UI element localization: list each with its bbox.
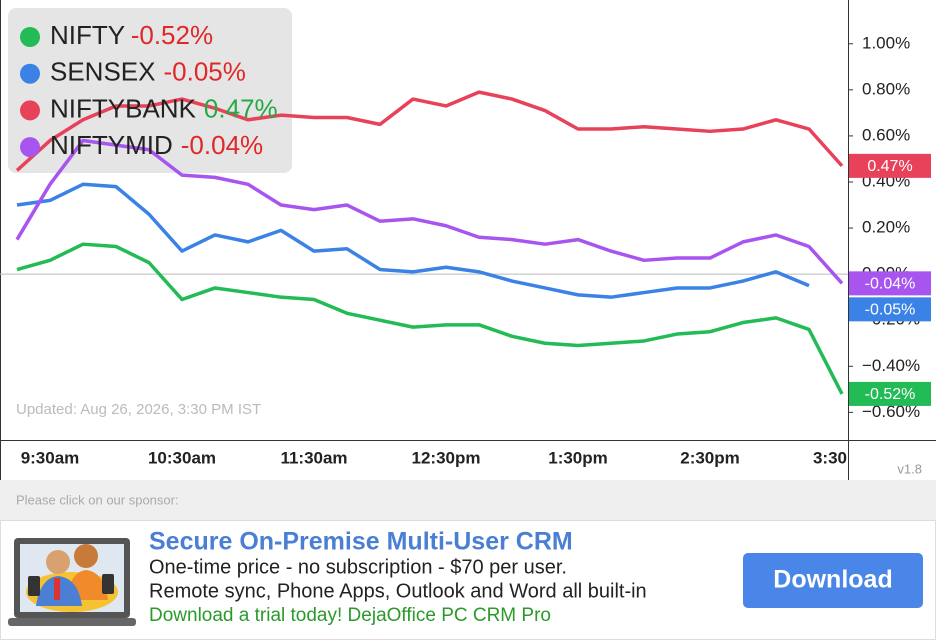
series-line [16, 242, 844, 395]
legend-dot [20, 137, 40, 158]
legend-dot [20, 63, 40, 84]
legend-entry: NIFTYMID -0.04% [50, 130, 263, 160]
legend-entry: SENSEX -0.05% [50, 57, 246, 87]
ad-title[interactable]: Secure On-Premise Multi-User CRM [149, 528, 573, 556]
end-tag-label: -0.04% [865, 276, 916, 293]
chart-bg [0, 0, 936, 480]
legend-name: SENSEX [50, 57, 156, 87]
updated: Updated: Aug 26, 2026, 3:30 PM IST [16, 401, 261, 418]
end-tag [849, 297, 931, 322]
series-line [16, 182, 810, 299]
download-button[interactable] [743, 553, 923, 608]
y-tick-label: −0.40% [862, 356, 920, 375]
sponsor-prompt: Please click on our sponsor: [16, 492, 179, 507]
x-tick-label: 3:30 [813, 448, 847, 467]
ad-line: One-time price - no subscription - $70 p… [149, 556, 567, 578]
legend-bg [8, 8, 292, 173]
y-tick-label: −0.60% [862, 402, 920, 421]
y-tick-label: 0.60% [862, 125, 910, 144]
legend-dot [20, 100, 40, 121]
legend-change: -0.04% [181, 130, 263, 160]
version: v1.8 [897, 461, 922, 476]
y-tick-label: 0.80% [862, 79, 910, 98]
ad-line: Remote sync, Phone Apps, Outlook and Wor… [149, 580, 647, 602]
legend-name: NIFTYBANK [50, 93, 197, 123]
legend-name: NIFTYMID [50, 130, 173, 160]
legend-change: -0.52% [131, 20, 213, 50]
legend-entry: NIFTY -0.52% [50, 20, 213, 50]
x-tick-label: 2:30pm [680, 448, 740, 467]
legend-name: NIFTY [50, 20, 125, 50]
end-tag [849, 153, 931, 178]
legend-entry: NIFTYBANK 0.47% [50, 93, 278, 123]
end-tag-label: -0.05% [865, 302, 916, 319]
y-tick-label: 0.20% [862, 218, 910, 237]
x-tick-label: 1:30pm [548, 448, 608, 467]
end-tag [849, 381, 931, 406]
series-line [15, 90, 844, 172]
x-tick-label: 12:30pm [412, 448, 481, 467]
y-tick-label: 1.00% [862, 33, 910, 52]
x-tick-label: 11:30am [280, 448, 347, 467]
x-tick-label: 10:30am [148, 448, 216, 467]
legend-dot [20, 27, 40, 47]
end-tag-label: -0.52% [865, 386, 916, 403]
ad-cta: Download a trial today! DejaOffice PC CR… [149, 605, 551, 626]
series-line [15, 138, 844, 285]
legend-change: -0.05% [164, 57, 246, 87]
legend-change: 0.47% [204, 93, 278, 123]
download-label[interactable]: Download [773, 566, 892, 594]
end-tag-label: 0.47% [867, 158, 912, 175]
end-tag [849, 271, 931, 296]
x-tick-label: 9:30am [21, 448, 80, 467]
ad-icon [8, 538, 136, 626]
plot: 1.00%0.80%0.60%0.40%0.20%0.00%−0.20%−0.4… [0, 8, 920, 467]
